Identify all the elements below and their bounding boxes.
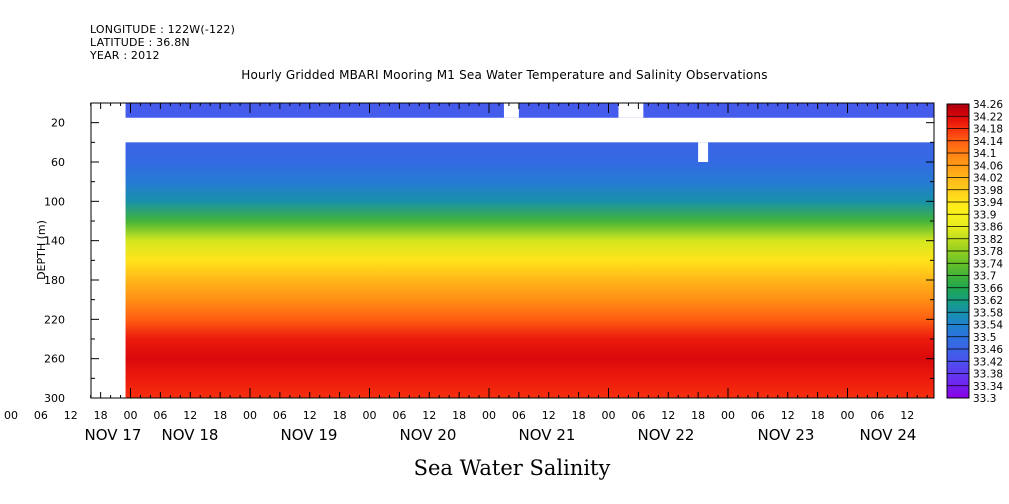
colorbar-label: 33.5 (973, 332, 996, 344)
y-tick-label: 300 (44, 392, 65, 405)
year-label: YEAR : 2012 (90, 49, 160, 62)
x-hour-label: 06 (751, 409, 765, 422)
colorbar-label: 33.78 (973, 246, 1003, 258)
x-hour-label: 18 (94, 409, 108, 422)
colorbar-label: 33.46 (973, 344, 1003, 356)
y-tick-label: 140 (44, 235, 65, 248)
x-hour-label: 18 (333, 409, 347, 422)
x-hour-label: 18 (452, 409, 466, 422)
x-day-label: NOV 18 (162, 426, 219, 444)
colorbar-label: 33.42 (973, 356, 1003, 368)
x-hour-label: 00 (721, 409, 735, 422)
x-hour-label: 00 (602, 409, 616, 422)
x-hour-label: 00 (363, 409, 377, 422)
x-hour-label: 12 (64, 409, 78, 422)
x-hour-label: 00 (243, 409, 257, 422)
x-day-label: NOV 21 (519, 426, 576, 444)
salinity-field (125, 103, 935, 398)
latitude-label: LATITUDE : 36.8N (90, 36, 190, 49)
colorbar-label: 34.18 (973, 124, 1003, 136)
axes: 20 60 100 140 180 220 260 300 18 00 06 12 18 00 06 12 18… (4, 102, 935, 444)
x-hour-label: 18 (691, 409, 705, 422)
x-hour-label: 06 (512, 409, 526, 422)
x-day-label: NOV 19 (281, 426, 338, 444)
x-hour-label: 12 (422, 409, 436, 422)
x-day-label: NOV 17 (85, 426, 142, 444)
y-tick-label: 180 (44, 274, 65, 287)
x-day-label: NOV 20 (400, 426, 457, 444)
x-day-label: NOV 22 (638, 426, 695, 444)
x-hour-label: 12 (303, 409, 317, 422)
longitude-label: LONGITUDE : 122W(-122) (90, 23, 236, 36)
colorbar-label: 33.74 (973, 258, 1003, 270)
y-tick-label: 20 (51, 117, 65, 130)
x-hour-label: 12 (900, 409, 914, 422)
y-tick-label: 60 (51, 156, 65, 169)
colorbar-label: 33.66 (973, 283, 1003, 295)
x-hour-label: 18 (213, 409, 227, 422)
y-tick-label: 220 (44, 313, 65, 326)
colorbar-label: 33.38 (973, 369, 1003, 381)
colorbar-label: 33.58 (973, 307, 1003, 319)
colorbar-label: 34.02 (973, 173, 1003, 185)
data-gap-0 (91, 103, 126, 398)
x-hour-label: 18 (811, 409, 825, 422)
x-hour-label: 12 (661, 409, 675, 422)
x-hour-label: 12 (183, 409, 197, 422)
data-gap-4 (698, 142, 709, 162)
y-tick-label: 100 (44, 195, 65, 208)
y-axis-label: DEPTH (m) (35, 220, 48, 280)
colorbar-label: 33.3 (973, 393, 996, 405)
colorbar-label: 34.26 (973, 99, 1003, 111)
plot-area (91, 103, 935, 398)
colorbar-label: 33.94 (973, 197, 1003, 209)
x-hour-label: 18 (572, 409, 586, 422)
colorbar-label: 33.9 (973, 209, 996, 221)
colorbar: 34.2634.2234.1834.1434.134.0634.0233.983… (946, 99, 1003, 405)
x-hour-label: 06 (870, 409, 884, 422)
x-hour-label: 00 (124, 409, 138, 422)
colorbar-label: 33.7 (973, 271, 996, 283)
colorbar-label: 33.54 (973, 320, 1003, 332)
x-day-label: NOV 23 (758, 426, 815, 444)
x-hour-label: 12 (781, 409, 795, 422)
colorbar-label: 34.1 (973, 148, 996, 160)
x-hour-label: 12 (542, 409, 556, 422)
colorbar-label: 33.86 (973, 222, 1003, 234)
colorbar-label: 34.14 (973, 136, 1003, 148)
chart-title: Hourly Gridded MBARI Mooring M1 Sea Wate… (241, 68, 768, 82)
x-hour-label: 06 (392, 409, 406, 422)
x-hour-label: 00 (4, 409, 18, 422)
x-day-label: NOV 24 (860, 426, 917, 444)
x-axis-label: Sea Water Salinity (414, 456, 611, 480)
x-hour-label: 06 (631, 409, 645, 422)
data-gap-1 (125, 117, 935, 143)
plot-frame (90, 102, 935, 399)
colorbar-label: 33.34 (973, 381, 1003, 393)
data-gap-2 (503, 103, 519, 118)
x-hour-label: 06 (153, 409, 167, 422)
x-hour-label: 06 (34, 409, 48, 422)
colorbar-label: 34.22 (973, 111, 1003, 123)
data-gap-3 (618, 103, 644, 118)
colorbar-label: 33.62 (973, 295, 1003, 307)
x-hour-label: 06 (273, 409, 287, 422)
y-tick-label: 260 (44, 353, 65, 366)
colorbar-label: 34.06 (973, 160, 1003, 172)
x-hour-label: 00 (841, 409, 855, 422)
colorbar-label: 33.98 (973, 185, 1003, 197)
colorbar-label: 33.82 (973, 234, 1003, 246)
x-hour-label: 00 (482, 409, 496, 422)
